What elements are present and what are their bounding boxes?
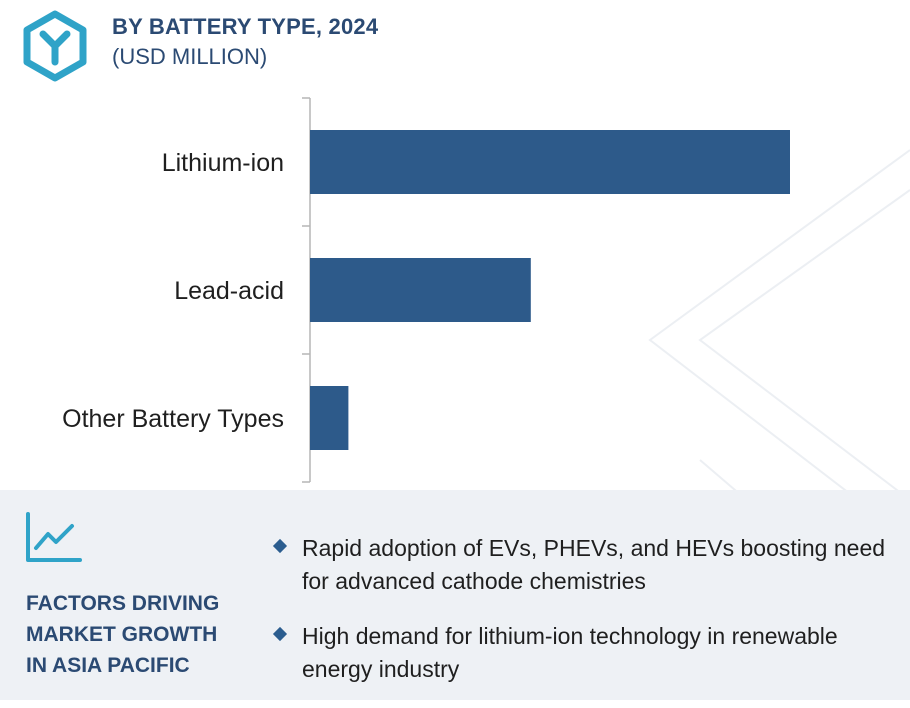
bar-chart: Lithium-ion Lead-acid Other Battery Types <box>62 97 790 483</box>
category-label: Lithium-ion <box>162 149 284 177</box>
factor-text: High demand for lithium-ion technology i… <box>302 623 838 682</box>
factors-list: Rapid adoption of EVs, PHEVs, and HEVs b… <box>270 532 895 708</box>
category-label: Lead-acid <box>174 277 284 305</box>
factors-title: FACTORS DRIVING MARKET GROWTH IN ASIA PA… <box>26 592 220 677</box>
line-chart-icon <box>26 512 82 562</box>
bar <box>310 386 349 450</box>
list-item: Rapid adoption of EVs, PHEVs, and HEVs b… <box>270 532 895 598</box>
chart-subtitle: (USD MILLION) <box>112 44 268 69</box>
brand-logo-icon <box>23 10 87 82</box>
factor-text: Rapid adoption of EVs, PHEVs, and HEVs b… <box>302 535 886 594</box>
factors-panel <box>0 490 910 700</box>
bar <box>310 130 790 194</box>
diamond-bullet-icon <box>272 626 288 642</box>
category-label: Other Battery Types <box>62 405 284 433</box>
list-item: High demand for lithium-ion technology i… <box>270 620 895 686</box>
chart-title: BY BATTERY TYPE, 2024 <box>112 14 379 39</box>
bar <box>310 258 531 322</box>
diamond-bullet-icon <box>272 538 288 554</box>
